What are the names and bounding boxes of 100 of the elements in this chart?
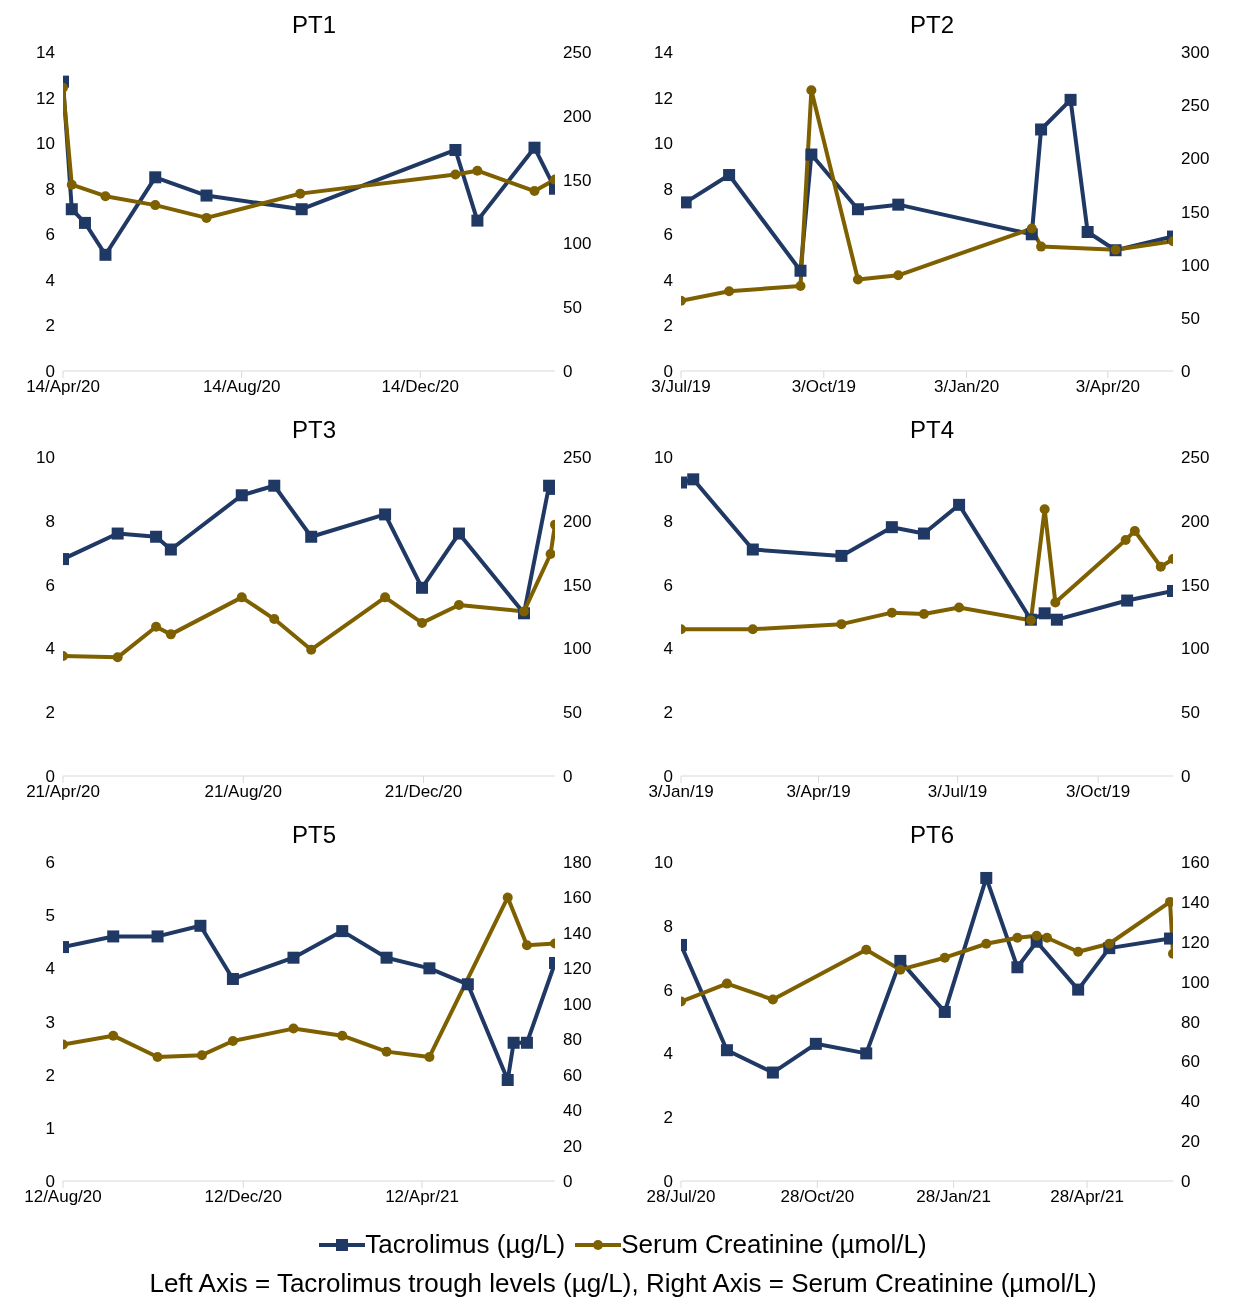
point xyxy=(164,543,177,556)
point xyxy=(794,264,807,277)
y2-tick-label: 0 xyxy=(563,1172,573,1192)
point xyxy=(194,919,207,932)
point xyxy=(149,171,162,184)
y2-tick-label: 200 xyxy=(1181,511,1210,531)
point xyxy=(1081,226,1094,239)
point xyxy=(1031,930,1042,941)
point xyxy=(200,189,213,202)
x-tick-label: 12/Aug/20 xyxy=(24,1187,102,1207)
point xyxy=(1072,983,1085,996)
y-tick-label: 4 xyxy=(45,959,55,979)
point xyxy=(851,203,864,216)
y2-tick-label: 100 xyxy=(563,639,592,659)
point xyxy=(805,148,818,161)
point xyxy=(545,548,555,559)
point xyxy=(380,592,391,603)
point xyxy=(938,1005,951,1018)
y-tick-label: 8 xyxy=(663,916,673,936)
point xyxy=(151,621,162,632)
point xyxy=(66,179,77,190)
y2-tick-label: 80 xyxy=(563,1030,582,1050)
point xyxy=(723,169,736,182)
y-tick-label: 12 xyxy=(36,88,55,108)
y2-tick-label: 100 xyxy=(563,234,592,254)
y2-tick-label: 50 xyxy=(563,703,582,723)
point xyxy=(501,1073,514,1086)
y2-tick-label: 250 xyxy=(1181,448,1210,468)
point xyxy=(521,940,532,951)
y2-tick-label: 160 xyxy=(1181,853,1210,873)
point xyxy=(1050,597,1061,608)
y2-tick-label: 0 xyxy=(1181,767,1191,787)
point xyxy=(861,944,872,955)
point xyxy=(806,85,817,96)
y-tick-label: 2 xyxy=(663,316,673,336)
y-tick-label: 12 xyxy=(654,88,673,108)
chart-title: PT5 xyxy=(291,820,336,850)
point xyxy=(502,892,513,903)
y2-tick-label: 250 xyxy=(563,43,592,63)
point xyxy=(227,1035,238,1046)
y2-tick-label: 20 xyxy=(1181,1132,1200,1152)
point xyxy=(1121,594,1134,607)
point xyxy=(380,951,393,964)
y-tick-label: 6 xyxy=(45,575,55,595)
point xyxy=(471,214,484,227)
point xyxy=(687,473,700,486)
x-tick-label: 3/Jul/19 xyxy=(651,377,711,397)
y-tick-label: 2 xyxy=(663,703,673,723)
y-tick-label: 4 xyxy=(45,270,55,290)
chart-title: PT1 xyxy=(291,10,336,40)
point xyxy=(746,543,759,556)
point xyxy=(954,602,965,613)
y-tick-label: 4 xyxy=(663,1044,673,1064)
y2-tick-label: 140 xyxy=(563,923,592,943)
x-tick-label: 12/Dec/20 xyxy=(204,1187,282,1207)
point xyxy=(886,607,897,618)
y-tick-label: 6 xyxy=(663,575,673,595)
y-tick-label: 10 xyxy=(654,853,673,873)
y2-tick-label: 150 xyxy=(563,575,592,595)
point xyxy=(894,954,907,967)
point xyxy=(721,978,732,989)
point xyxy=(885,521,898,534)
y-tick-label: 1 xyxy=(45,1118,55,1138)
point xyxy=(295,188,306,199)
x-tick-label: 21/Aug/20 xyxy=(204,782,283,802)
point xyxy=(151,930,164,943)
point xyxy=(288,1023,299,1034)
legend-label: Tacrolimus (µg/L) xyxy=(365,1229,566,1260)
y2-tick-label: 100 xyxy=(1181,639,1210,659)
y-tick-label: 6 xyxy=(45,225,55,245)
point xyxy=(417,617,428,628)
point xyxy=(529,186,540,197)
x-tick-label: 14/Aug/20 xyxy=(202,377,281,397)
y2-tick-label: 140 xyxy=(1181,892,1210,912)
y2-tick-label: 180 xyxy=(563,853,592,873)
x-tick-label: 14/Dec/20 xyxy=(381,377,460,397)
point xyxy=(305,530,318,543)
point xyxy=(918,608,929,619)
y-tick-label: 4 xyxy=(45,639,55,659)
point xyxy=(196,1050,207,1061)
y2-tick-label: 60 xyxy=(1181,1052,1200,1072)
y2-tick-label: 150 xyxy=(563,170,592,190)
point xyxy=(1012,932,1023,943)
point xyxy=(236,592,247,603)
y2-tick-label: 200 xyxy=(563,511,592,531)
y2-tick-label: 40 xyxy=(1181,1092,1200,1112)
point xyxy=(452,527,465,540)
point xyxy=(892,198,905,211)
x-tick-label: 3/Apr/20 xyxy=(1075,377,1140,397)
point xyxy=(108,1030,119,1041)
point xyxy=(724,286,735,297)
y2-tick-label: 150 xyxy=(1181,202,1210,222)
point xyxy=(953,498,966,511)
y2-tick-label: 250 xyxy=(563,448,592,468)
point xyxy=(836,619,847,630)
y-tick-label: 10 xyxy=(36,448,55,468)
point xyxy=(835,549,848,562)
y2-tick-label: 50 xyxy=(1181,703,1200,723)
y-tick-label: 10 xyxy=(654,134,673,154)
y-tick-label: 4 xyxy=(663,270,673,290)
